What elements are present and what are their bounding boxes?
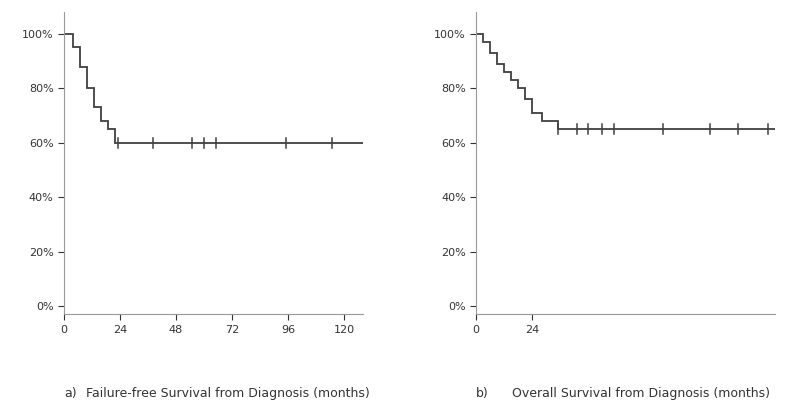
Text: a): a) <box>64 387 77 400</box>
Text: Overall Survival from Diagnosis (months): Overall Survival from Diagnosis (months) <box>511 387 769 400</box>
Text: Failure-free Survival from Diagnosis (months): Failure-free Survival from Diagnosis (mo… <box>86 387 370 400</box>
Text: b): b) <box>476 387 489 400</box>
